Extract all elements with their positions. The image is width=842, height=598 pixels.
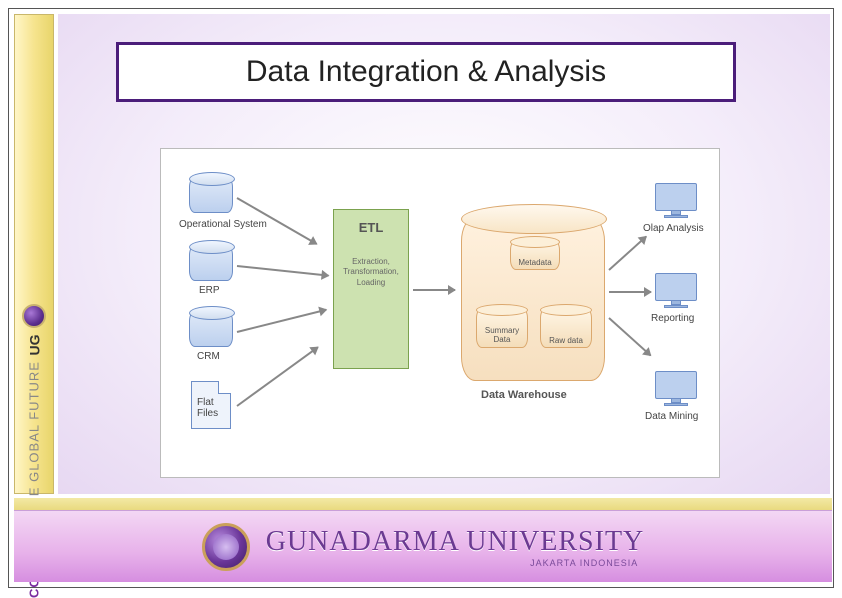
arrow-dw-reporting: [609, 291, 651, 293]
arrow-ff-etl: [236, 346, 318, 406]
output-olap-label: Olap Analysis: [643, 223, 704, 234]
data-warehouse-cylinder-icon: Metadata Summary Data Raw data: [461, 217, 605, 381]
source-crm-cylinder-icon: [189, 311, 233, 347]
dw-summary-label: Summary Data: [485, 327, 519, 345]
source-erp-label: ERP: [199, 285, 220, 296]
brand-ug-text: UG: [26, 335, 42, 356]
slide-title-box: Data Integration & Analysis: [116, 42, 736, 102]
dw-summary: Summary Data: [476, 308, 528, 348]
arrow-dw-datamining: [608, 317, 651, 356]
university-tagline: JAKARTA INDONESIA: [530, 558, 638, 568]
output-reporting-monitor-icon: [655, 273, 697, 307]
slide-title: Data Integration & Analysis: [246, 55, 606, 89]
arrow-dw-olap: [608, 236, 646, 271]
output-datamining-label: Data Mining: [645, 411, 698, 422]
dw-rawdata-label: Raw data: [549, 336, 583, 345]
footer-banner: GUNADARMA UNIVERSITY JAKARTA INDONESIA: [14, 510, 832, 582]
etl-subtitle: Extraction, Transformation, Loading: [343, 257, 399, 288]
brand-left-strip: COLORING THE GLOBAL FUTURE: [14, 14, 54, 494]
etl-box: ETL Extraction, Transformation, Loading: [333, 209, 409, 369]
brand-tagline-rest: THE GLOBAL FUTURE: [27, 361, 42, 520]
brand-ug-badge: UG: [14, 300, 54, 360]
data-warehouse-label: Data Warehouse: [481, 389, 567, 401]
source-flatfile-label: Flat Files: [197, 397, 218, 419]
arrow-crm-etl: [237, 309, 327, 333]
source-operational-cylinder-icon: [189, 177, 233, 213]
arrow-erp-etl: [237, 265, 329, 277]
etl-title: ETL: [359, 220, 384, 235]
dw-metadata-label: Metadata: [518, 258, 551, 267]
source-erp-cylinder-icon: [189, 245, 233, 281]
university-seal-icon: [202, 523, 250, 571]
source-crm-label: CRM: [197, 351, 220, 362]
footer-text-block: GUNADARMA UNIVERSITY JAKARTA INDONESIA: [266, 526, 645, 568]
source-operational-label: Operational System: [179, 219, 267, 230]
brand-seal-icon: [22, 304, 46, 328]
arrow-etl-dw: [413, 289, 455, 291]
university-name: GUNADARMA UNIVERSITY: [266, 526, 645, 558]
output-olap-monitor-icon: [655, 183, 697, 217]
diagram-container: Operational System ERP CRM Flat Files ET…: [160, 148, 720, 478]
dw-metadata: Metadata: [510, 240, 560, 270]
output-reporting-label: Reporting: [651, 313, 694, 324]
output-datamining-monitor-icon: [655, 371, 697, 405]
dw-rawdata: Raw data: [540, 308, 592, 348]
footer-gold-band: [14, 498, 832, 510]
